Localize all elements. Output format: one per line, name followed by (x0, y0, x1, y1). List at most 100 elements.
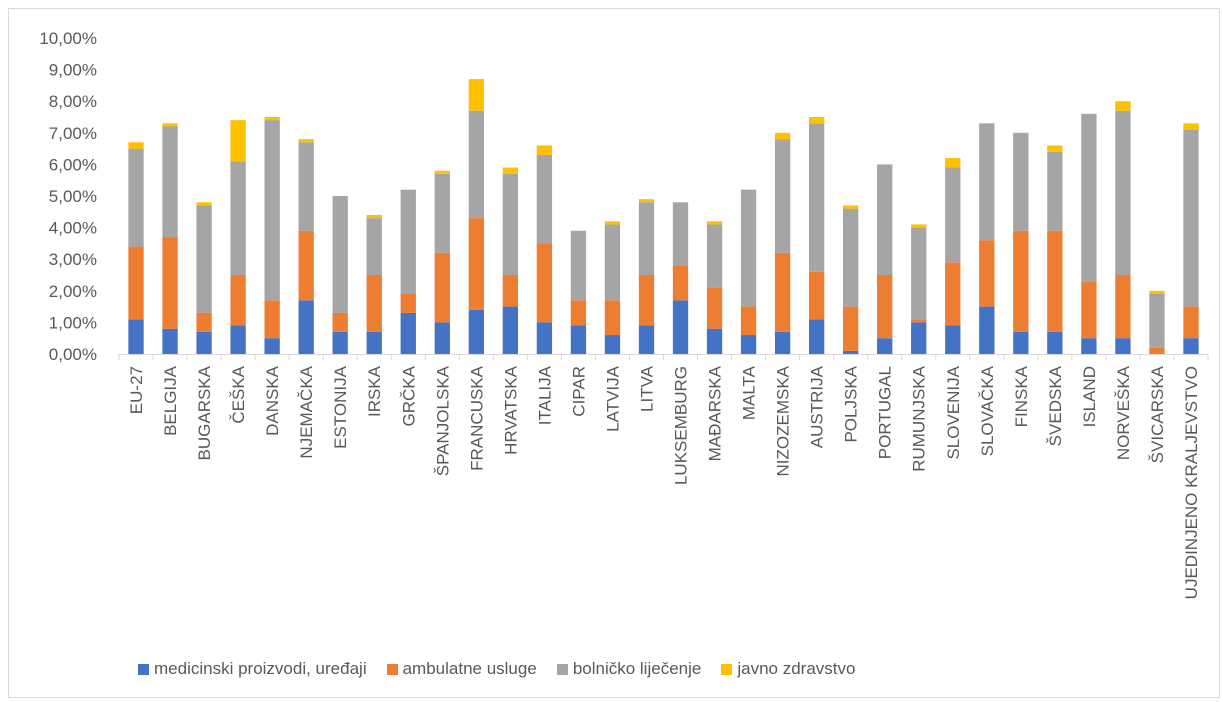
bar-segment (1115, 111, 1130, 275)
bar-segment (401, 313, 416, 354)
bar-segment (843, 209, 858, 307)
x-category-label: BUGARSKA (195, 365, 214, 460)
bar-segment (503, 307, 518, 354)
bar-segment (299, 139, 314, 142)
y-tick-label: 7,00% (49, 124, 97, 143)
bar-segment (1149, 348, 1164, 354)
bar-segment (911, 228, 926, 320)
legend-label: bolničko liječenje (573, 659, 702, 679)
bar-segment (1115, 101, 1130, 110)
x-category-label: ITALIJA (535, 365, 554, 425)
bar-segment (1013, 231, 1028, 332)
bar-segment (1149, 294, 1164, 348)
x-category-label: CIPAR (569, 366, 588, 417)
bar-segment (367, 215, 382, 218)
x-category-label: ŠPANJOLSKA (433, 365, 452, 476)
bar-segment (673, 300, 688, 354)
bar-segment (230, 326, 245, 354)
legend-item: medicinski proizvodi, uređaji (138, 659, 367, 679)
bar-segment (537, 322, 552, 354)
bar-segment (673, 202, 688, 265)
bar-segment (809, 272, 824, 319)
legend-item: bolničko liječenje (557, 659, 702, 679)
bar-segment (843, 205, 858, 208)
bar-segment (843, 351, 858, 354)
bar-segment (639, 199, 654, 202)
bar-segment (367, 332, 382, 354)
bar-segment (469, 218, 484, 310)
x-category-label: MAĐARSKA (706, 365, 725, 461)
x-category-label: SLOVENIJA (944, 365, 963, 459)
x-category-label: LITVA (637, 365, 656, 412)
x-category-label: UJEDINJENO KRALJEVSTVO (1182, 366, 1201, 599)
x-category-label: ESTONIJA (331, 365, 350, 448)
y-axis: 0,00% 1,00% 2,00% 3,00% 4,00% 5,00% 6,00% 7,00%… (39, 29, 97, 364)
bar-segment (1047, 145, 1062, 151)
bar-segment (367, 218, 382, 275)
bar-segment (639, 326, 654, 354)
bar-segment (196, 332, 211, 354)
bar-segment (1183, 338, 1198, 354)
bar-segment (196, 205, 211, 312)
bar-segment (843, 307, 858, 351)
bar-segment (911, 319, 926, 322)
y-tick-label: 10,00% (39, 29, 97, 48)
x-axis: EU-27 BELGIJA BUGARSKA ČEŠKA DANSKA NJEMAČKA E… (119, 354, 1208, 599)
bar-segment (741, 190, 756, 307)
bar-segment (264, 338, 279, 354)
x-category-label: NORVEŠKA (1114, 365, 1133, 460)
x-category-label: RUMUNJSKA (910, 365, 929, 471)
bar-segment (469, 310, 484, 354)
bar-segment (571, 300, 586, 325)
x-category-label: HRVATSKA (501, 365, 520, 454)
x-category-label: PORTUGAL (876, 366, 895, 459)
bar-segment (503, 168, 518, 174)
bar-segment (230, 120, 245, 161)
bar-segment (503, 174, 518, 275)
bar-segment (333, 332, 348, 354)
bar-segment (162, 237, 177, 329)
bar-segment (435, 171, 450, 174)
y-tick-label: 0,00% (49, 345, 97, 364)
bar-segment (571, 231, 586, 301)
bar-segment (605, 224, 620, 300)
bar-segment (435, 253, 450, 323)
x-category-label: ČEŠKA (229, 365, 248, 423)
bar-segment (1183, 130, 1198, 307)
bar-segment (1047, 231, 1062, 332)
legend-label: javno zdravstvo (737, 659, 855, 679)
bar-segment (299, 142, 314, 230)
bar-segment (128, 247, 143, 320)
bar-segment (1183, 123, 1198, 129)
bar-segment (401, 190, 416, 294)
bar-segment (877, 164, 892, 275)
bar-segment (945, 326, 960, 354)
y-tick-label: 4,00% (49, 219, 97, 238)
y-tick-label: 3,00% (49, 250, 97, 269)
bar-segment (196, 313, 211, 332)
bar-segment (264, 117, 279, 120)
bar-segment (1115, 275, 1130, 338)
bar-segment (979, 307, 994, 354)
bar-segment (333, 313, 348, 332)
x-category-label: POLJSKA (842, 365, 861, 442)
bar-segment (469, 79, 484, 111)
bar-segment (707, 329, 722, 354)
x-category-label: AUSTRIJA (808, 365, 827, 448)
bar-segment (162, 126, 177, 237)
bar-segment (775, 332, 790, 354)
bar-segment (877, 338, 892, 354)
y-tick-label: 6,00% (49, 155, 97, 174)
x-category-label: IRSKA (365, 365, 384, 417)
bar-segment (605, 300, 620, 335)
bar-segment (775, 253, 790, 332)
legend-label: ambulatne usluge (403, 659, 537, 679)
bar-segment (639, 275, 654, 326)
x-category-label: ŠVEDSKA (1046, 365, 1065, 446)
bar-segment (741, 335, 756, 354)
y-tick-label: 9,00% (49, 61, 97, 80)
bar-segment (945, 168, 960, 263)
bar-segment (435, 174, 450, 253)
bar-segment (945, 158, 960, 167)
